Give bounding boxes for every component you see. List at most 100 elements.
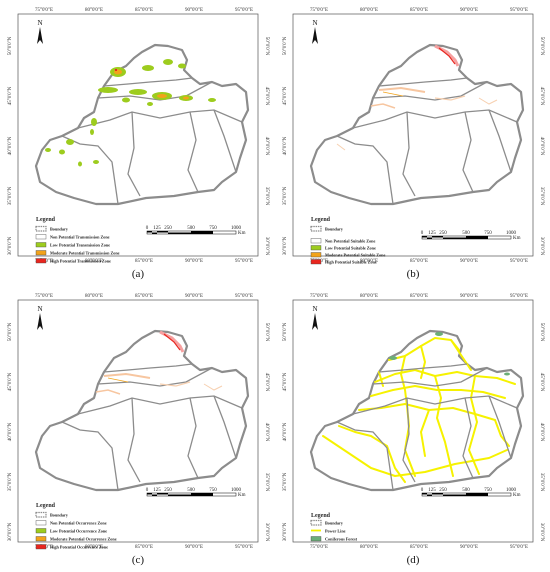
coniferous-forest-patches <box>389 332 510 376</box>
lon-tick: 85°0'0"E <box>135 259 153 264</box>
lat-tick: 35°0'0"N <box>539 187 544 206</box>
panel-caption: (c) <box>131 554 145 566</box>
lon-tick: 90°0'0"E <box>460 259 478 264</box>
legend-title: Legend <box>36 217 56 223</box>
lat-ticks-left: 50°0'0"N 45°0'0"N 40°0'0"N 35°0'0"N 30°0… <box>283 36 288 255</box>
lon-tick: 95°0'0"E <box>510 8 528 13</box>
legend-label: Boundary <box>325 227 344 232</box>
legend-item-moderate: Moderate Potential Transmission Zone <box>35 250 120 256</box>
scale-value: 250 <box>439 231 447 236</box>
lon-tick: 75°0'0"E <box>310 8 328 13</box>
map-panel-a: 75°0'0"E 80°0'0"E 85°0'0"E 90°0'0"E 95°0… <box>0 0 275 286</box>
map-frame <box>17 299 259 543</box>
zone-patches <box>336 44 498 151</box>
scale-value: 500 <box>187 226 195 231</box>
scale-value: 1000 <box>231 226 242 231</box>
region-boundary <box>309 43 525 206</box>
lon-tick: 80°0'0"E <box>360 259 378 264</box>
lat-tick: 30°0'0"N <box>283 522 288 541</box>
lat-tick: 45°0'0"N <box>283 86 288 105</box>
lon-tick: 80°0'0"E <box>360 294 378 299</box>
lat-tick: 45°0'0"N <box>264 87 269 106</box>
scale-value: 1000 <box>231 488 242 493</box>
lat-ticks-left: 50°0'0"N 45°0'0"N 40°0'0"N 35°0'0"N 30°0… <box>8 36 13 255</box>
zone-patches <box>95 330 223 395</box>
legend-item-moderate: Moderate Potential Occurrence Zone <box>35 536 117 542</box>
legend-item-high: High Potential Suitable Zone <box>310 259 377 265</box>
lon-tick: 95°0'0"E <box>235 545 253 550</box>
scale-value: 0 <box>421 488 424 493</box>
lon-tick: 90°0'0"E <box>185 545 203 550</box>
lon-tick: 90°0'0"E <box>460 545 478 550</box>
panel-caption: (b) <box>406 268 420 280</box>
lon-tick: 75°0'0"E <box>310 545 328 550</box>
region-boundary <box>34 329 250 492</box>
lon-ticks-top: 75°0'0"E 80°0'0"E 85°0'0"E 90°0'0"E 95°0… <box>310 294 528 299</box>
lon-ticks-bottom: 75°0'0"E 80°0'0"E 85°0'0"E 90°0'0"E 95°0… <box>310 545 528 550</box>
legend-label: Coniferous Forest <box>325 537 358 542</box>
region-boundary <box>34 43 250 206</box>
map-frame <box>292 13 534 257</box>
lat-tick: 35°0'0"N <box>283 472 288 491</box>
north-label: N <box>312 19 317 27</box>
scale-bar: 0 125 250 500 750 1000 Km <box>146 226 246 236</box>
legend: Legend Boundary Power Line Coniferous Fo… <box>310 513 358 542</box>
legend-label: Non Potential Transmission Zone <box>50 235 110 240</box>
legend-label: High Potential Suitable Zone <box>325 260 377 265</box>
north-arrow: N <box>312 19 318 44</box>
scale-value: 250 <box>439 488 447 493</box>
lon-tick: 95°0'0"E <box>235 294 253 299</box>
lon-tick: 85°0'0"E <box>135 8 153 13</box>
lat-tick: 35°0'0"N <box>264 473 269 492</box>
lon-tick: 75°0'0"E <box>35 294 53 299</box>
scale-value: 500 <box>187 488 195 493</box>
lon-tick: 95°0'0"E <box>235 259 253 264</box>
lon-tick: 85°0'0"E <box>135 545 153 550</box>
legend-label: Boundary <box>50 513 69 518</box>
lon-ticks-top: 75°0'0"E 80°0'0"E 85°0'0"E 90°0'0"E 95°0… <box>35 8 253 13</box>
map-panel-d: 75°0'0"E 80°0'0"E 85°0'0"E 90°0'0"E 95°0… <box>275 286 550 572</box>
legend-label: Power Line <box>325 529 346 534</box>
north-arrow: N <box>37 305 43 330</box>
lon-tick: 80°0'0"E <box>85 294 103 299</box>
scale-value: 750 <box>209 488 217 493</box>
legend-item-high: High Potential Occurrence Zone <box>35 544 108 550</box>
lat-tick: 30°0'0"N <box>283 236 288 255</box>
scale-value: 500 <box>462 488 470 493</box>
legend-label: Moderate Potential Occurrence Zone <box>50 537 117 542</box>
scale-value: 500 <box>462 231 470 236</box>
scale-value: 1000 <box>506 231 517 236</box>
internal-boundaries <box>61 363 243 491</box>
lon-tick: 85°0'0"E <box>135 294 153 299</box>
lon-tick: 95°0'0"E <box>510 545 528 550</box>
legend-item-low: Low Potential Suitable Zone <box>310 245 376 251</box>
legend-label: Low Potential Transmission Zone <box>50 243 110 248</box>
legend: Legend Boundary Non Potential Occurrence… <box>35 503 117 550</box>
map-panel-c: 75°0'0"E 80°0'0"E 85°0'0"E 90°0'0"E 95°0… <box>0 286 275 572</box>
scale-value: 1000 <box>506 488 517 493</box>
lat-tick: 50°0'0"N <box>8 322 13 341</box>
scale-value: 0 <box>146 488 149 493</box>
legend-title: Legend <box>311 513 331 519</box>
lon-tick: 90°0'0"E <box>185 294 203 299</box>
legend-item-boundary: Boundary <box>35 511 69 518</box>
legend-title: Legend <box>36 503 56 509</box>
north-arrow: N <box>37 19 43 44</box>
north-label: N <box>37 19 42 27</box>
lat-tick: 45°0'0"N <box>539 373 544 392</box>
lat-tick: 40°0'0"N <box>539 423 544 442</box>
legend-label: Moderate Potential Transmission Zone <box>50 251 120 256</box>
legend-label: Moderate Potential Suitable Zone <box>325 253 386 258</box>
lat-tick: 50°0'0"N <box>283 322 288 341</box>
lon-tick: 95°0'0"E <box>510 259 528 264</box>
lat-tick: 30°0'0"N <box>8 522 13 541</box>
lon-tick: 75°0'0"E <box>35 8 53 13</box>
lat-tick: 35°0'0"N <box>264 187 269 206</box>
legend-label: Non Potential Occurrence Zone <box>50 521 107 526</box>
lon-tick: 85°0'0"E <box>410 294 428 299</box>
lat-tick: 50°0'0"N <box>264 37 269 56</box>
lon-tick: 90°0'0"E <box>460 8 478 13</box>
legend-label: Low Potential Occurrence Zone <box>50 529 107 534</box>
lat-ticks-left: 50°0'0"N 45°0'0"N 40°0'0"N 35°0'0"N 30°0… <box>8 322 13 541</box>
lat-tick: 35°0'0"N <box>8 472 13 491</box>
